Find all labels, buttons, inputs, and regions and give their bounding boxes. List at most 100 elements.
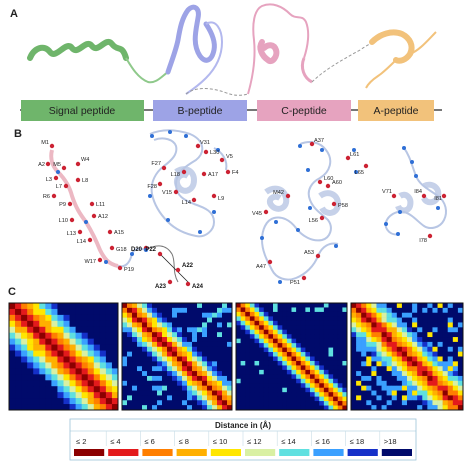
legend-swatch (313, 449, 344, 456)
backbone-dot (216, 148, 220, 152)
residue-dot (45, 161, 51, 167)
structure-a-peptide (384, 147, 447, 236)
residue-dot (325, 183, 331, 189)
residue-dot (63, 183, 69, 189)
residue-dot (61, 165, 67, 171)
residue-dot (195, 143, 201, 149)
residue-dot (317, 179, 323, 185)
residue-label: A22 (182, 263, 194, 269)
backbone-dot (414, 174, 418, 178)
residue-label: P58 (338, 203, 348, 209)
residue-dot (427, 233, 433, 239)
residue-dot (225, 169, 231, 175)
segment-signal-peptide (21, 100, 144, 121)
residue-label: A2 (38, 162, 45, 168)
residue-label: V45 (252, 211, 262, 217)
residue-label: F28 (147, 184, 157, 190)
residue-label: F4 (232, 170, 239, 176)
backbone-dot (278, 280, 282, 284)
residue-dot (421, 193, 427, 199)
residue-label: R6 (43, 194, 50, 200)
residue-label: V31 (200, 140, 210, 146)
residue-dot (87, 237, 93, 243)
backbone-dot (334, 244, 338, 248)
legend-item-label: ≤ 8 (179, 437, 189, 446)
legend-swatch (347, 449, 378, 456)
backbone-dot (384, 222, 388, 226)
segment-b-peptide (153, 100, 247, 121)
residue-dot (77, 229, 83, 235)
residue-markers-a-peptide (384, 146, 447, 239)
residue-dot (89, 201, 95, 207)
residue-label: L60 (324, 176, 333, 182)
segment-label: B-peptide (178, 105, 223, 117)
residue-label: L65 (355, 170, 364, 176)
backbone-dot (298, 144, 302, 148)
residue-label: M1 (41, 140, 49, 146)
heatmap-panel (350, 302, 464, 411)
residue-label: L3 (46, 177, 52, 183)
panel-label-b: B (14, 128, 22, 140)
a-peptide-structure (365, 29, 437, 89)
residue-label: F27 (151, 161, 161, 167)
backbone-dot (308, 206, 312, 210)
legend-swatch (381, 449, 412, 456)
backbone-dot (354, 170, 358, 174)
residue-dot (69, 217, 75, 223)
segment-c-peptide (257, 100, 351, 121)
backbone-dot (130, 252, 134, 256)
residue-label: L11 (96, 202, 105, 208)
residue-label: A37 (314, 138, 324, 144)
segment-label: Signal peptide (49, 105, 116, 117)
residue-dot (263, 209, 269, 215)
panel-label-a: A (10, 8, 18, 20)
residue-label: L13 (67, 231, 76, 237)
legend-item-label: ≤ 4 (110, 437, 120, 446)
residue-label: A53 (304, 250, 314, 256)
distance-heatmaps (8, 302, 464, 411)
residue-dot (181, 169, 187, 175)
legend-item-label: ≤ 2 (76, 437, 86, 446)
structure-c-peptide (260, 141, 342, 281)
backbone-dot (84, 220, 88, 224)
backbone-dot (274, 220, 278, 224)
residue-labels-c-peptide: A37 L60 L61 L65 V45 M42 A60 P58 L56 A47 A53 P51 (252, 138, 364, 286)
residue-dot (175, 267, 181, 273)
residue-label: L8 (82, 178, 88, 184)
backbone-dot (198, 230, 202, 234)
residue-dot (157, 181, 163, 187)
legend-swatch (210, 449, 241, 456)
residue-label: P22 (145, 247, 156, 253)
residue-dot (107, 229, 113, 235)
residue-label: A24 (192, 284, 204, 290)
residue-label: A12 (98, 214, 108, 220)
backbone-dot (56, 170, 60, 174)
residue-markers-signal (45, 143, 191, 287)
residue-dot (51, 193, 57, 199)
residue-label: L14 (182, 200, 191, 206)
residue-label: W17 (84, 259, 96, 265)
legend-item-label: ≤ 12 (247, 437, 262, 446)
residue-markers-b-peptide (148, 130, 231, 234)
residue-dot (173, 189, 179, 195)
residue-label: A60 (332, 180, 342, 186)
residue-dot (267, 259, 273, 265)
residue-dot (161, 165, 167, 171)
backbone-dot (260, 236, 264, 240)
backbone-dot (168, 130, 172, 134)
residue-dot (219, 157, 225, 163)
residue-dot (53, 175, 59, 181)
residue-label: P51 (290, 280, 300, 286)
residue-dot (363, 163, 369, 169)
segment-label: A-peptide (374, 105, 419, 117)
residue-label: A47 (256, 264, 266, 270)
residue-label: L9 (218, 196, 224, 202)
residue-label: A17 (208, 172, 218, 178)
residue-label: M5 (53, 162, 61, 168)
legend-swatch (279, 449, 310, 456)
residue-label: L61 (350, 152, 359, 158)
residue-label: L14 (77, 239, 86, 245)
residue-dot (319, 215, 325, 221)
residue-label: L30 (210, 150, 219, 156)
segment-a-peptide (358, 100, 434, 121)
